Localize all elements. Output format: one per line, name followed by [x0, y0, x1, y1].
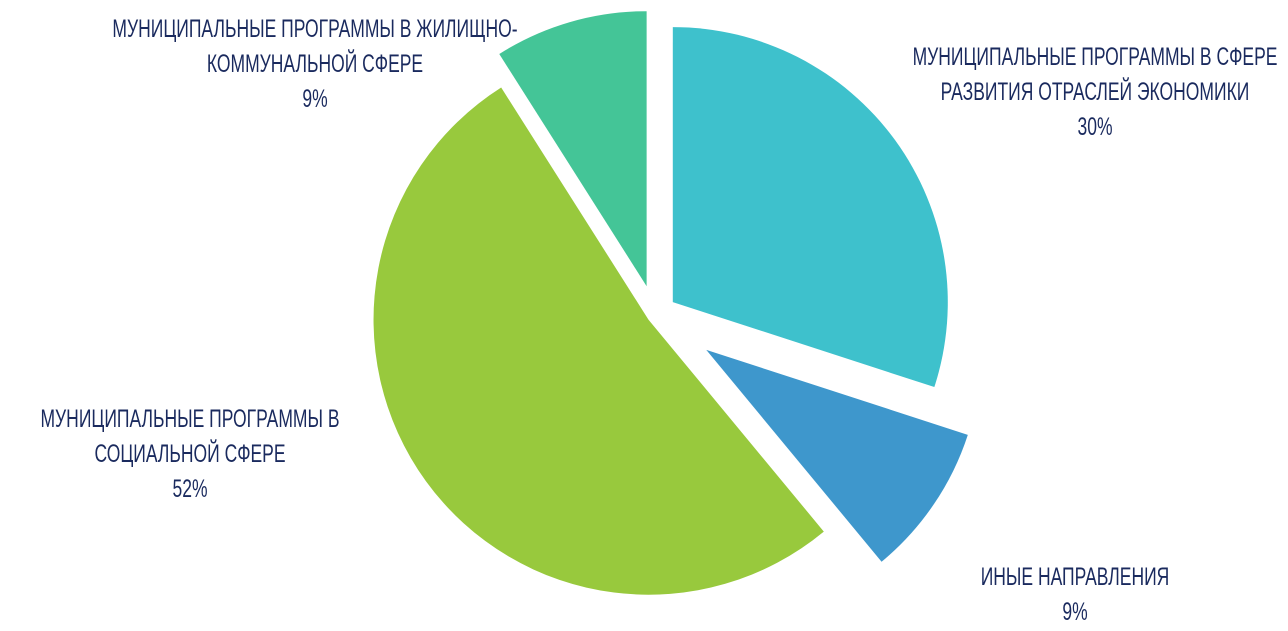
pie-slice [672, 27, 948, 388]
category-name: МУНИЦИПАЛЬНЫЕ ПРОГРАММЫ В СФЕРЕ РАЗВИТИЯ… [912, 43, 1278, 106]
pie-slice [373, 87, 824, 595]
pie-slice [499, 11, 647, 287]
slice-label: ИНЫЕ НАПРАВЛЕНИЯ 9% [935, 560, 1215, 630]
category-name: МУНИЦИПАЛЬНЫЕ ПРОГРАММЫ В СОЦИАЛЬНОЙ СФЕ… [40, 405, 340, 468]
value-label: 30% [1077, 113, 1113, 141]
category-name: ИНЫЕ НАПРАВЛЕНИЯ [980, 563, 1170, 591]
slice-label: МУНИЦИПАЛЬНЫЕ ПРОГРАММЫ В ЖИЛИЩНО-КОММУН… [49, 12, 581, 117]
slice-label: МУНИЦИПАЛЬНЫЕ ПРОГРАММЫ В СФЕРЕ РАЗВИТИЯ… [906, 40, 1284, 145]
category-name: МУНИЦИПАЛЬНЫЕ ПРОГРАММЫ В ЖИЛИЩНО-КОММУН… [112, 15, 518, 78]
value-label: 52% [172, 475, 208, 503]
value-label: 9% [302, 85, 328, 113]
pie-slice [706, 349, 968, 562]
value-label: 9% [1062, 598, 1088, 626]
slice-label: МУНИЦИПАЛЬНЫЕ ПРОГРАММЫ В СОЦИАЛЬНОЙ СФЕ… [8, 402, 372, 507]
